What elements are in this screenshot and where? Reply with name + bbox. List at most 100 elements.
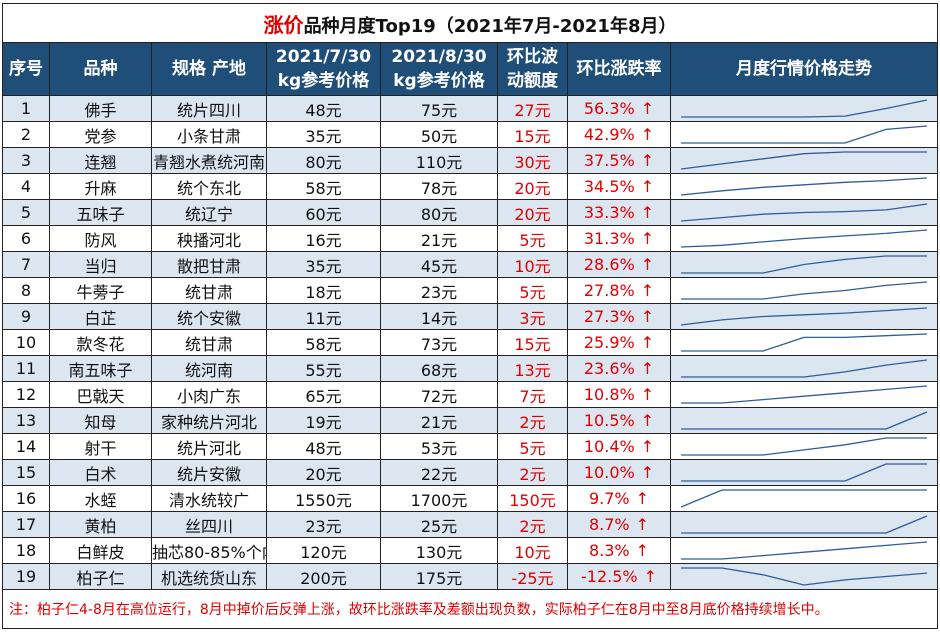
cell-trend bbox=[669, 251, 939, 278]
rate-value: 27.8% bbox=[583, 281, 635, 300]
cell-price-aug: 78元 bbox=[380, 173, 498, 200]
arrow-up-icon: ↑ bbox=[643, 567, 657, 586]
cell-spec: 清水统较广 bbox=[151, 485, 267, 512]
arrow-up-icon: ↑ bbox=[640, 359, 655, 378]
table-row: 19 柏子仁 机选统货山东 200元 175元 -25元 -12.5% ↑ bbox=[2, 563, 939, 590]
cell-rate: 56.3% ↑ bbox=[567, 95, 671, 122]
cell-trend bbox=[669, 407, 939, 434]
cell-name: 南五味子 bbox=[49, 355, 152, 382]
cell-index: 14 bbox=[2, 433, 50, 460]
cell-name: 当归 bbox=[49, 251, 152, 278]
trend-sparkline bbox=[681, 437, 927, 456]
cell-price-jul: 1550元 bbox=[266, 485, 381, 512]
cell-name: 款冬花 bbox=[49, 329, 152, 356]
cell-price-aug: 80元 bbox=[380, 199, 498, 226]
cell-price-aug: 72元 bbox=[380, 381, 498, 408]
cell-spec: 青翘水煮统河南 bbox=[151, 147, 267, 174]
cell-name: 黄柏 bbox=[49, 511, 152, 538]
cell-rate: -12.5% ↑ bbox=[567, 563, 671, 590]
rate-value: 33.3% bbox=[583, 203, 635, 222]
trend-sparkline bbox=[681, 229, 928, 248]
cell-price-jul: 80元 bbox=[266, 147, 381, 174]
cell-name: 柏子仁 bbox=[49, 563, 152, 590]
header-price-aug-date: 2021/8/30 bbox=[391, 47, 487, 67]
rate-value: 42.9% bbox=[583, 125, 635, 144]
cell-trend bbox=[669, 485, 939, 512]
trend-sparkline bbox=[680, 489, 927, 508]
title-highlight: 涨价 bbox=[263, 12, 304, 37]
cell-rate: 10.0% ↑ bbox=[567, 459, 671, 486]
trend-line bbox=[681, 541, 928, 560]
cell-price-jul: 120元 bbox=[266, 537, 381, 564]
header-row: 序号 品种 规格 产地 2021/7/30 kg参考价格 2021/8/30 kg参… bbox=[2, 42, 939, 96]
cell-spec: 丝四川 bbox=[151, 511, 267, 538]
cell-trend bbox=[669, 355, 939, 382]
cell-diff: 30元 bbox=[497, 147, 568, 174]
cell-spec: 统个东北 bbox=[151, 173, 267, 200]
table-row: 10 款冬花 统甘肃 58元 73元 15元 25.9% ↑ bbox=[2, 329, 939, 356]
cell-spec: 秧播河北 bbox=[151, 225, 267, 252]
cell-rate: 23.6% ↑ bbox=[567, 355, 671, 382]
trend-line bbox=[681, 333, 927, 352]
cell-rate: 28.6% ↑ bbox=[567, 251, 671, 278]
trend-sparkline bbox=[681, 203, 928, 222]
header-index: 序号 bbox=[2, 42, 50, 96]
cell-price-aug: 75元 bbox=[380, 95, 498, 122]
cell-spec: 统甘肃 bbox=[151, 329, 267, 356]
cell-price-aug: 1700元 bbox=[380, 485, 498, 512]
arrow-up-icon: ↑ bbox=[635, 515, 650, 534]
cell-index: 9 bbox=[2, 303, 50, 330]
cell-diff: 20元 bbox=[497, 173, 568, 200]
cell-price-jul: 18元 bbox=[266, 277, 381, 304]
header-spec: 规格 产地 bbox=[151, 42, 267, 96]
cell-price-aug: 14元 bbox=[380, 303, 498, 330]
cell-diff: 20元 bbox=[497, 199, 568, 226]
header-trend: 月度行情价格走势 bbox=[669, 42, 939, 96]
arrow-up-icon: ↑ bbox=[640, 255, 655, 274]
trend-line bbox=[681, 229, 928, 248]
cell-spec: 统辽宁 bbox=[151, 199, 267, 226]
cell-diff: 10元 bbox=[497, 251, 568, 278]
arrow-up-icon: ↑ bbox=[640, 463, 655, 482]
arrow-up-icon: ↑ bbox=[640, 125, 655, 144]
rate-value: 25.9% bbox=[583, 333, 635, 352]
header-price-aug: 2021/8/30 kg参考价格 bbox=[380, 42, 498, 96]
rate-value: 10.0% bbox=[583, 463, 635, 482]
cell-spec: 统个安徽 bbox=[151, 303, 267, 330]
cell-rate: 25.9% ↑ bbox=[567, 329, 671, 356]
table-row: 14 射干 统片河北 48元 53元 5元 10.4% ↑ bbox=[2, 433, 939, 460]
price-table-sheet: 涨价品种月度Top19（2021年7月-2021年8月） 序号 品种 规格 产地… bbox=[1, 3, 939, 629]
table-row: 6 防风 秧播河北 16元 21元 5元 31.3% ↑ bbox=[2, 225, 939, 252]
table-row: 17 黄柏 丝四川 23元 25元 2元 8.7% ↑ bbox=[2, 511, 939, 538]
trend-line bbox=[680, 489, 927, 508]
cell-rate: 10.8% ↑ bbox=[567, 381, 671, 408]
cell-price-jul: 200元 bbox=[266, 563, 381, 590]
cell-diff: 5元 bbox=[497, 433, 568, 460]
cell-rate: 8.3% ↑ bbox=[567, 537, 671, 564]
cell-trend bbox=[669, 459, 939, 486]
cell-price-jul: 48元 bbox=[266, 95, 381, 122]
cell-spec: 统甘肃 bbox=[151, 277, 267, 304]
cell-price-jul: 35元 bbox=[266, 251, 381, 278]
cell-price-aug: 45元 bbox=[380, 251, 498, 278]
cell-price-jul: 55元 bbox=[266, 355, 381, 382]
cell-spec: 家种统片河北 bbox=[151, 407, 267, 434]
cell-name: 知母 bbox=[49, 407, 152, 434]
table-body: 1 佛手 统片四川 48元 75元 27元 56.3% ↑ 2 党参 小条甘肃 35元 50元 15元 42… bbox=[2, 95, 939, 590]
cell-diff: 5元 bbox=[497, 277, 568, 304]
cell-diff: 15元 bbox=[497, 121, 568, 148]
arrow-up-icon: ↑ bbox=[640, 333, 655, 352]
cell-rate: 27.8% ↑ bbox=[567, 277, 671, 304]
arrow-up-icon: ↑ bbox=[640, 99, 655, 118]
cell-rate: 33.3% ↑ bbox=[567, 199, 671, 226]
trend-line bbox=[681, 203, 928, 222]
rate-value: 8.7% bbox=[588, 515, 630, 534]
cell-trend bbox=[669, 433, 939, 460]
rate-value: 34.5% bbox=[583, 177, 635, 196]
trend-sparkline bbox=[681, 463, 927, 482]
trend-line bbox=[681, 463, 927, 482]
trend-line bbox=[680, 177, 928, 196]
cell-index: 15 bbox=[2, 459, 50, 486]
cell-price-aug: 130元 bbox=[380, 537, 498, 564]
